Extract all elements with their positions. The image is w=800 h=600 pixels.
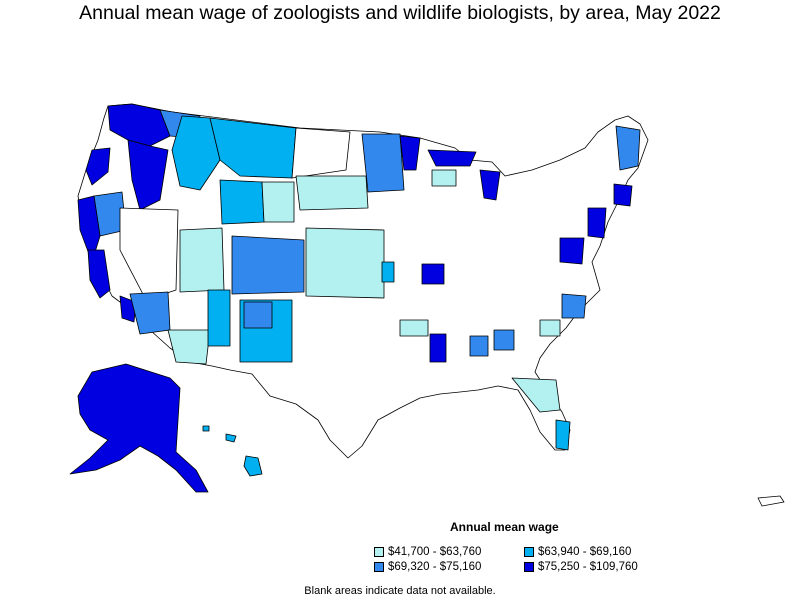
area-ca-north	[77, 195, 101, 263]
area-hawaii-1	[202, 425, 210, 432]
area-mt-west	[209, 117, 297, 179]
area-co	[231, 235, 305, 295]
area-mt-east	[291, 127, 351, 179]
area-nj-ny	[587, 207, 607, 239]
area-alaska	[69, 363, 209, 493]
area-mn-ne	[399, 135, 421, 171]
area-nc	[539, 319, 561, 337]
area-mi	[479, 169, 501, 201]
area-or-north	[127, 139, 169, 211]
map-title: Annual mean wage of zoologists and wildl…	[79, 2, 721, 24]
area-wy	[219, 179, 265, 225]
area-me	[615, 125, 641, 171]
area-ma	[613, 183, 633, 207]
area-hawaii-3	[243, 455, 263, 477]
area-ne-ks	[305, 227, 385, 299]
area-or-coast	[85, 147, 111, 186]
area-az-south	[167, 329, 211, 365]
footnote: Blank areas indicate data not available.	[304, 585, 496, 597]
legend-label: $69,320 - $75,160	[388, 561, 482, 573]
legend-swatch	[374, 547, 384, 557]
legend-item: $69,320 - $75,160	[374, 561, 481, 573]
legend-item: $41,700 - $63,760	[374, 546, 481, 558]
area-tn	[399, 319, 429, 337]
legend-label: $75,250 - $109,760	[538, 561, 638, 573]
legend-swatch	[524, 547, 534, 557]
area-nm-north	[243, 301, 273, 329]
area-al	[469, 335, 489, 357]
area-wy-east	[261, 181, 295, 223]
legend-title: Annual mean wage	[450, 520, 559, 534]
area-md-va	[559, 237, 585, 265]
area-hawaii-2	[225, 433, 237, 443]
legend-swatch	[524, 562, 534, 572]
area-ks-ne	[381, 261, 395, 283]
area-dakotas	[295, 175, 369, 211]
area-az-east	[207, 289, 231, 347]
legend-swatch	[374, 562, 384, 572]
legend-label: $63,940 - $69,160	[538, 546, 632, 558]
area-fl-south	[555, 419, 571, 451]
area-wi-north	[431, 169, 457, 187]
area-mo	[421, 263, 445, 285]
area-mn-north	[361, 133, 405, 193]
area-az-north	[129, 291, 171, 335]
area-ca-central	[87, 249, 111, 299]
area-wa-west	[107, 103, 171, 147]
legend-item: $75,250 - $109,760	[524, 561, 638, 573]
area-puerto-rico	[757, 495, 785, 507]
area-ut	[179, 227, 225, 293]
area-fl-north	[511, 377, 561, 413]
legend-label: $41,700 - $63,760	[388, 546, 482, 558]
area-ms	[429, 333, 447, 363]
area-ga	[493, 329, 515, 351]
legend-item: $63,940 - $69,160	[524, 546, 631, 558]
area-mi-up	[427, 149, 477, 167]
area-va	[561, 293, 587, 319]
